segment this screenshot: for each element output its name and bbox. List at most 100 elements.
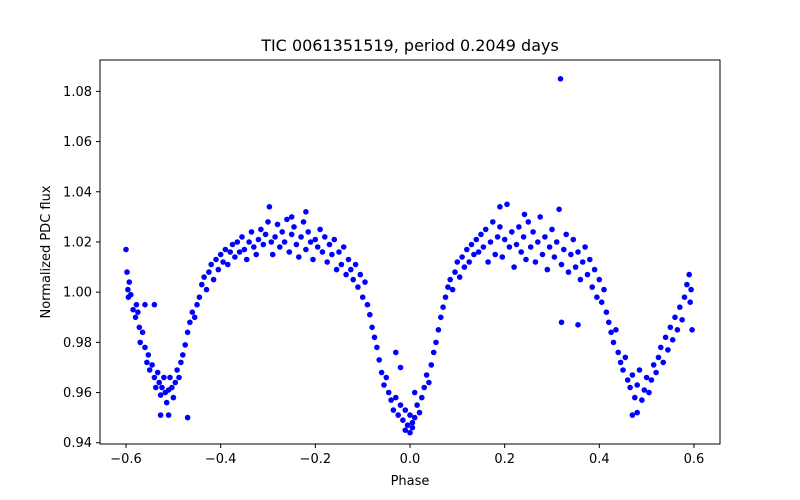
y-tick-label: 1.06 bbox=[63, 135, 92, 150]
data-point bbox=[428, 362, 435, 368]
x-tick-label: −0.6 bbox=[110, 452, 142, 467]
data-point bbox=[369, 324, 375, 331]
data-point bbox=[255, 236, 262, 243]
data-point bbox=[126, 279, 133, 285]
data-point bbox=[679, 317, 685, 323]
data-point bbox=[229, 241, 236, 248]
x-tick-label: 0.2 bbox=[494, 452, 515, 467]
data-point bbox=[196, 294, 203, 301]
data-point bbox=[208, 261, 214, 268]
data-point bbox=[154, 369, 161, 376]
data-point bbox=[385, 389, 392, 396]
data-point bbox=[210, 276, 217, 283]
data-point bbox=[236, 249, 243, 255]
data-point bbox=[293, 241, 300, 248]
data-point bbox=[132, 314, 139, 321]
data-point bbox=[130, 306, 136, 313]
data-point bbox=[178, 359, 184, 366]
data-point bbox=[520, 234, 527, 240]
data-point bbox=[397, 364, 404, 371]
data-point bbox=[653, 369, 659, 376]
data-point bbox=[156, 379, 162, 386]
data-point bbox=[123, 246, 129, 253]
data-point bbox=[137, 339, 143, 346]
data-point bbox=[672, 314, 678, 321]
data-point bbox=[227, 249, 233, 255]
data-point bbox=[338, 261, 345, 268]
data-point bbox=[641, 387, 648, 393]
data-point bbox=[414, 402, 420, 408]
data-point bbox=[191, 314, 198, 321]
data-point bbox=[617, 359, 624, 366]
data-point bbox=[146, 367, 153, 373]
data-point bbox=[513, 241, 520, 248]
data-point bbox=[648, 377, 655, 383]
data-point bbox=[598, 299, 605, 306]
data-point bbox=[485, 259, 491, 265]
data-point bbox=[279, 229, 286, 235]
data-point bbox=[340, 244, 347, 250]
data-point bbox=[509, 229, 515, 235]
data-point bbox=[527, 244, 534, 250]
data-point bbox=[378, 369, 385, 376]
data-point bbox=[136, 324, 143, 331]
data-point bbox=[650, 362, 657, 368]
data-point bbox=[518, 249, 524, 255]
x-axis: −0.6 −0.4 −0.2 0.0 0.2 0.4 0.6 bbox=[110, 444, 704, 467]
data-point bbox=[268, 239, 275, 245]
x-tick-label: −0.4 bbox=[205, 452, 237, 467]
data-point bbox=[269, 251, 276, 258]
y-tick-label: 0.94 bbox=[63, 436, 92, 451]
data-point bbox=[504, 201, 510, 208]
data-point bbox=[688, 286, 694, 293]
data-point bbox=[153, 384, 159, 391]
data-point bbox=[203, 286, 210, 293]
data-point bbox=[331, 236, 338, 243]
data-point bbox=[288, 231, 295, 238]
y-axis-label: Normalized PDC flux bbox=[39, 185, 54, 318]
data-point bbox=[660, 359, 666, 366]
data-point bbox=[525, 219, 532, 225]
data-point bbox=[182, 342, 188, 348]
data-point bbox=[189, 309, 196, 316]
data-point bbox=[234, 239, 241, 245]
data-point bbox=[262, 231, 269, 238]
data-point bbox=[215, 266, 222, 273]
data-point bbox=[374, 344, 380, 351]
data-point bbox=[634, 382, 640, 388]
data-point bbox=[291, 224, 297, 230]
data-point bbox=[402, 427, 409, 434]
data-point bbox=[307, 239, 314, 245]
data-point bbox=[411, 389, 418, 396]
data-point bbox=[466, 259, 473, 265]
data-point bbox=[646, 389, 652, 396]
data-point bbox=[632, 394, 638, 401]
data-point bbox=[357, 271, 364, 278]
data-point bbox=[371, 334, 378, 341]
data-point bbox=[615, 349, 621, 356]
data-point bbox=[523, 256, 529, 263]
data-point bbox=[667, 324, 674, 331]
data-point bbox=[274, 221, 281, 228]
data-point bbox=[689, 327, 695, 333]
data-point bbox=[530, 229, 536, 235]
data-point bbox=[665, 347, 671, 353]
data-point bbox=[468, 241, 475, 248]
data-point bbox=[206, 269, 212, 275]
data-point bbox=[558, 319, 565, 326]
data-point bbox=[161, 374, 167, 381]
data-point bbox=[243, 256, 250, 263]
data-point bbox=[575, 249, 581, 255]
data-point bbox=[246, 239, 252, 245]
data-point bbox=[393, 394, 399, 401]
data-point bbox=[133, 301, 140, 308]
chart-title: TIC 0061351519, period 0.2049 days bbox=[260, 36, 559, 55]
data-point bbox=[201, 274, 207, 280]
data-point bbox=[587, 256, 593, 263]
data-point bbox=[277, 244, 283, 250]
y-tick-label: 1.04 bbox=[63, 185, 92, 200]
data-point bbox=[151, 374, 158, 381]
data-point bbox=[639, 397, 645, 403]
data-point bbox=[603, 309, 610, 316]
